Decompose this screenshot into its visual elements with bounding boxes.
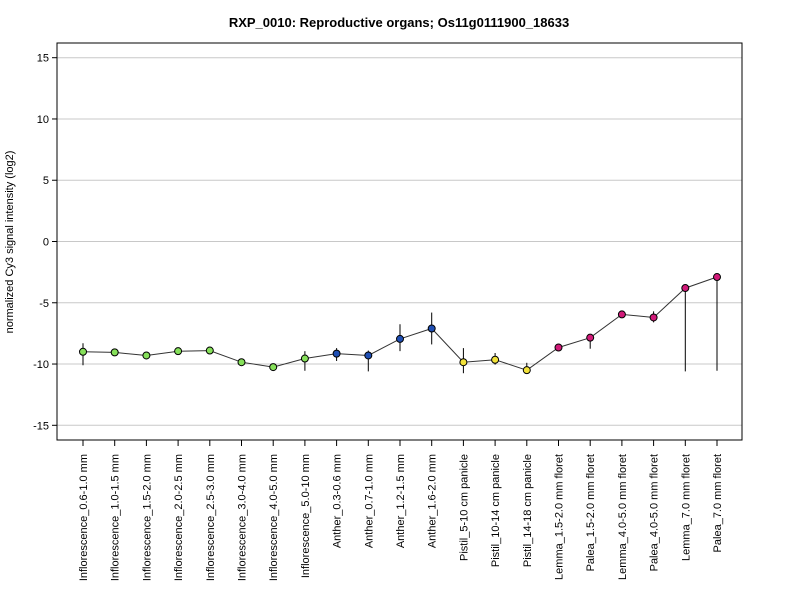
x-tick-label: Anther_1.6-2.0 mm [427, 454, 439, 548]
data-point [554, 343, 563, 352]
x-tick-label: Pistil_5-10 cm panicle [458, 454, 470, 561]
data-point [79, 347, 87, 356]
data-point [300, 354, 309, 363]
x-tick-label: Inflorescence_2.0-2.5 mm [173, 454, 185, 581]
y-axis-label: normalized Cy3 signal intensity (log2) [4, 151, 16, 334]
x-tick-label: Pistil_14-18 cm panicle [522, 454, 534, 567]
x-tick-label: Lemma_4.0-5.0 mm floret [617, 454, 629, 580]
y-tick-label: 15 [37, 53, 49, 65]
data-point [364, 351, 373, 360]
chart-title: RXP_0010: Reproductive organs; Os11g0111… [229, 15, 569, 30]
data-point [142, 351, 151, 360]
y-tick-label: -10 [33, 359, 49, 371]
x-axis: Inflorescence_0.6-1.0 mm Inflorescence_1.… [78, 440, 724, 581]
data-point [110, 348, 119, 357]
data-point [396, 334, 404, 343]
x-tick-label: Inflorescence_0.6-1.0 mm [78, 454, 90, 581]
x-tick-label: Pistil_10-14 cm panicle [490, 454, 502, 567]
data-point [681, 284, 690, 293]
data-point [713, 273, 721, 282]
x-tick-label: Palea_7.0 mm floret [712, 454, 724, 552]
x-tick-label: Inflorescence_5.0-10 mm [300, 454, 312, 578]
x-tick-label: Palea_4.0-5.0 mm floret [649, 454, 661, 571]
data-points [79, 273, 721, 375]
x-tick-label: Anther_0.7-1.0 mm [363, 454, 375, 548]
data-point [617, 310, 626, 319]
y-tick-label: -5 [39, 298, 49, 310]
data-point [174, 347, 183, 356]
y-tick-label: 10 [37, 114, 49, 126]
x-tick-label: Anther_0.3-0.6 mm [332, 454, 344, 548]
data-point [427, 324, 436, 333]
x-tick-label: Inflorescence_1.0-1.5 mm [110, 454, 122, 581]
data-point [522, 366, 531, 375]
x-tick-label: Inflorescence_2.5-3.0 mm [205, 454, 217, 581]
y-tick-label: -15 [33, 420, 49, 432]
x-tick-label: Inflorescence_4.0-5.0 mm [268, 454, 280, 581]
y-axis: -15 -10 -5 0 5 10 15 [33, 53, 57, 432]
y-tick-label: 5 [43, 175, 49, 187]
x-tick-label: Lemma_1.5-2.0 mm floret [554, 454, 566, 580]
error-bars [82, 275, 718, 374]
data-point [237, 358, 246, 367]
series-line [82, 276, 718, 371]
data-point [649, 313, 658, 322]
x-tick-label: Anther_1.2-1.5 mm [395, 454, 407, 548]
y-tick-label: 0 [43, 237, 49, 249]
x-tick-label: Inflorescence_3.0-4.0 mm [237, 454, 249, 581]
data-point [205, 346, 214, 355]
data-point [459, 358, 468, 367]
grid-lines [57, 57, 742, 426]
x-tick-label: Lemma_7.0 mm floret [680, 454, 692, 561]
data-point [332, 349, 341, 358]
x-tick-label: Palea_1.5-2.0 mm floret [585, 454, 597, 571]
x-tick-label: Inflorescence_1.5-2.0 mm [141, 454, 153, 581]
data-point [586, 333, 595, 342]
data-point [269, 363, 278, 372]
data-point [491, 355, 500, 364]
